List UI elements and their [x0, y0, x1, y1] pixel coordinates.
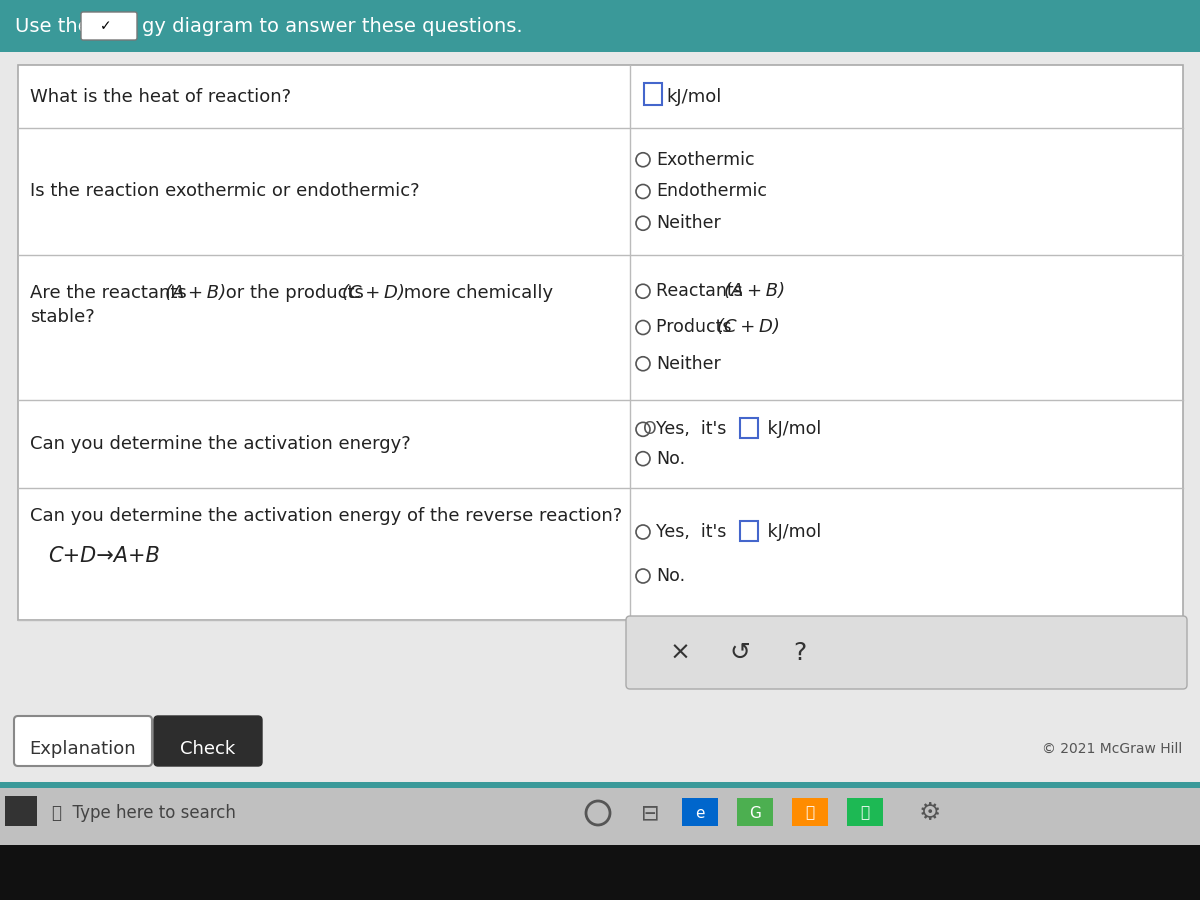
Text: Reactants: Reactants [656, 283, 749, 301]
Text: Products: Products [656, 319, 737, 337]
FancyBboxPatch shape [644, 83, 662, 104]
Text: Is the reaction exothermic or endothermic?: Is the reaction exothermic or endothermi… [30, 183, 420, 201]
Text: Can you determine the activation energy of the reverse reaction?: Can you determine the activation energy … [30, 507, 623, 525]
Text: Endothermic: Endothermic [656, 183, 767, 201]
Text: kJ/mol: kJ/mol [666, 87, 721, 105]
Text: (A + B): (A + B) [724, 283, 785, 301]
Text: G: G [749, 806, 761, 821]
Text: ↺: ↺ [730, 641, 750, 664]
Text: (C + D): (C + D) [718, 319, 780, 337]
Text: ⊟: ⊟ [641, 803, 659, 823]
Text: Are the reactants: Are the reactants [30, 284, 192, 302]
Bar [0, 845, 1200, 900]
Text: Neither: Neither [656, 214, 721, 232]
FancyBboxPatch shape [154, 716, 262, 766]
Text: No.: No. [656, 450, 685, 468]
Text: What is the heat of reaction?: What is the heat of reaction? [30, 87, 292, 105]
FancyBboxPatch shape [740, 521, 758, 541]
Text: Exothermic: Exothermic [656, 150, 755, 169]
Text: O: O [643, 420, 656, 438]
FancyBboxPatch shape [626, 616, 1187, 689]
Bar [0, 788, 1200, 900]
FancyBboxPatch shape [14, 716, 152, 766]
Bar [792, 798, 828, 826]
Bar [18, 65, 1183, 620]
FancyBboxPatch shape [740, 418, 758, 438]
Text: (C + D): (C + D) [342, 284, 404, 302]
Text: No.: No. [656, 567, 685, 585]
Text: or the products: or the products [220, 284, 370, 302]
Bar [682, 798, 718, 826]
Bar [737, 798, 773, 826]
Text: stable?: stable? [30, 308, 95, 326]
Text: gy diagram to answer these questions.: gy diagram to answer these questions. [142, 16, 523, 35]
Text: (A + B): (A + B) [166, 284, 226, 302]
Bar [847, 798, 883, 826]
Text: kJ/mol: kJ/mol [762, 523, 821, 541]
Text: Can you determine the activation energy?: Can you determine the activation energy? [30, 435, 410, 453]
Text: ⚙: ⚙ [919, 801, 941, 825]
Text: Yes,  it's: Yes, it's [656, 523, 732, 541]
Text: Neither: Neither [656, 355, 721, 373]
Bar [5, 796, 37, 826]
Text: e: e [695, 806, 704, 821]
Text: C+D→A+B: C+D→A+B [48, 546, 160, 566]
Text: 📁: 📁 [805, 806, 815, 821]
Text: ✓: ✓ [100, 19, 112, 33]
Text: ⌕  Type here to search: ⌕ Type here to search [52, 804, 236, 822]
Text: Check: Check [180, 740, 235, 758]
Text: 🎵: 🎵 [860, 806, 870, 821]
Bar [0, 0, 1200, 52]
Text: Use the: Use the [14, 16, 90, 35]
Text: ?: ? [793, 641, 806, 664]
Text: kJ/mol: kJ/mol [762, 420, 821, 438]
FancyBboxPatch shape [82, 12, 137, 40]
Text: © 2021 McGraw Hill: © 2021 McGraw Hill [1042, 742, 1182, 756]
Text: Explanation: Explanation [30, 740, 137, 758]
Bar [0, 52, 1200, 782]
Text: ×: × [670, 641, 690, 664]
Text: more chemically: more chemically [398, 284, 553, 302]
Text: Yes,  it's: Yes, it's [656, 420, 732, 438]
